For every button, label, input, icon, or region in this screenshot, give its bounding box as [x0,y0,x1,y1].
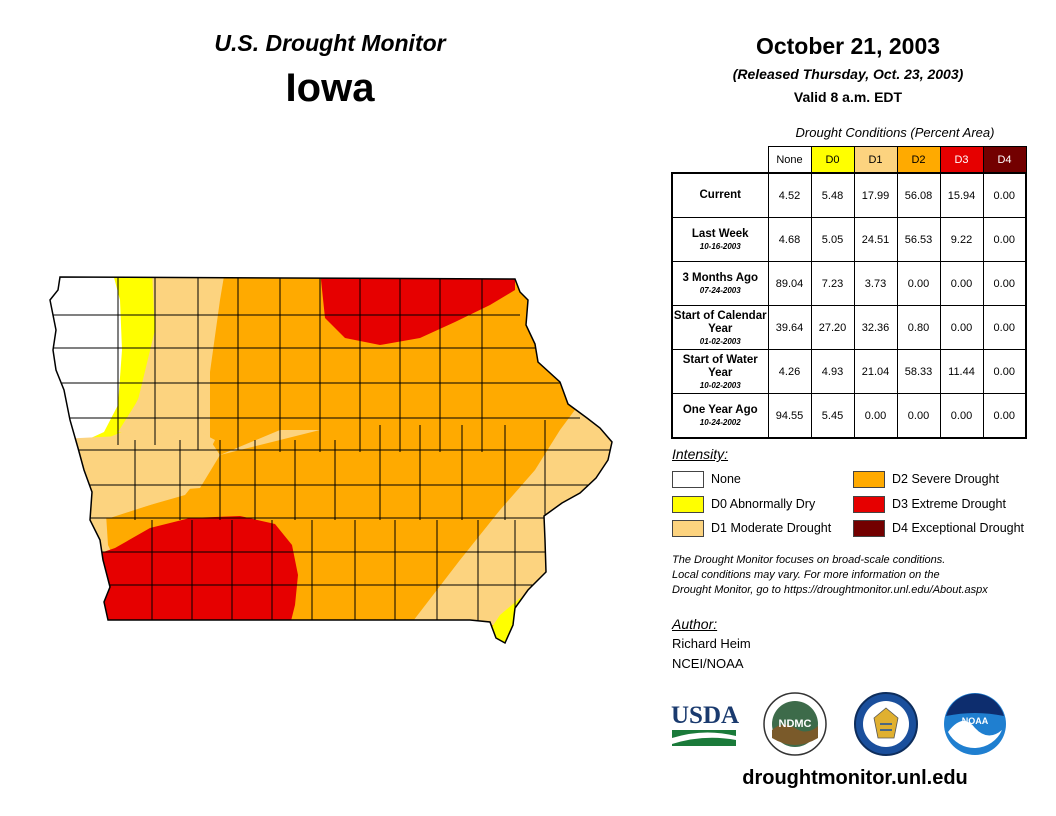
col-d2: D2 [896,146,941,174]
legend-item-d0: D0 Abnormally Dry [672,495,815,514]
cell-value: 5.48 [810,172,855,218]
legend-title: Intensity: [672,446,729,462]
row-label: One Year Ago 10-24-2002 [671,393,769,439]
cell-value: 0.00 [939,261,984,306]
row-label: Start of Calendar Year 01-02-2003 [671,305,769,350]
iowa-drought-map [49,276,613,645]
col-none: None [767,146,812,174]
table-row: 3 Months Ago 07-24-2003 89.04 7.23 3.73 0… [671,261,1027,306]
cell-value: 94.55 [767,393,812,439]
cell-value: 0.00 [939,393,984,439]
valid-time: Valid 8 a.m. EDT [793,89,903,105]
commerce-seal-logo [854,692,918,756]
table-row: Last Week 10-16-2003 4.68 5.05 24.51 56.5… [671,217,1027,262]
cell-value: 56.53 [896,217,941,262]
state-name: Iowa [285,66,375,110]
col-d4: D4 [982,146,1027,174]
note-line: Local conditions may vary. For more info… [672,569,940,581]
cell-value: 0.00 [982,261,1027,306]
row-label: Start of Water Year 10-02-2003 [671,349,769,394]
legend-item-d4: D4 Exceptional Drought [853,519,1024,538]
row-label: 3 Months Ago 07-24-2003 [671,261,769,306]
table-row: Start of Water Year 10-02-2003 4.26 4.93 … [671,349,1027,394]
iowa-state-outline [49,276,613,645]
cell-value: 0.00 [939,305,984,350]
cell-value: 39.64 [767,305,812,350]
cell-value: 0.00 [982,172,1027,218]
table-caption: Drought Conditions (Percent Area) [795,125,995,140]
author-title: Author: [672,616,718,632]
cell-value: 15.94 [939,172,984,218]
cell-value: 7.23 [810,261,855,306]
cell-value: 0.00 [982,393,1027,439]
cell-value: 0.00 [896,261,941,306]
d3-region-south [50,516,298,625]
row-label: Last Week 10-16-2003 [671,217,769,262]
cell-value: 4.52 [767,172,812,218]
cell-value: 4.26 [767,349,812,394]
cell-value: 9.22 [939,217,984,262]
cell-value: 27.20 [810,305,855,350]
col-d3: D3 [939,146,984,174]
svg-text:NDMC: NDMC [779,718,812,730]
cell-value: 0.00 [982,349,1027,394]
author-org: NCEI/NOAA [672,656,744,671]
legend-item-d3: D3 Extreme Drought [853,495,1006,514]
col-d1: D1 [853,146,898,174]
usda-logo: USDA [671,702,739,746]
author-name: Richard Heim [672,636,751,651]
d3-region-north [320,277,515,345]
cell-value: 3.73 [853,261,898,306]
header-blank-cell [672,147,768,174]
col-d0: D0 [810,146,855,174]
cell-value: 21.04 [853,349,898,394]
cell-value: 0.00 [982,217,1027,262]
table-row: Current 4.52 5.48 17.99 56.08 15.94 0.00 [671,172,1027,218]
table-header-row: None D0 D1 D2 D3 D4 [672,146,1027,174]
drought-conditions-table: None D0 D1 D2 D3 D4 Current 4.52 5.48 17… [671,146,1027,439]
map-date: October 21, 2003 [755,33,941,59]
cell-value: 5.05 [810,217,855,262]
table-row: One Year Ago 10-24-2002 94.55 5.45 0.00 0… [671,393,1027,439]
cell-value: 0.00 [853,393,898,439]
legend-item-d2: D2 Severe Drought [853,470,999,489]
legend-item-none: None [672,470,741,489]
cell-value: 4.93 [810,349,855,394]
disclaimer-note: The Drought Monitor focuses on broad-sca… [672,553,1047,598]
cell-value: 58.33 [896,349,941,394]
svg-text:USDA: USDA [671,702,739,729]
website-url: droughtmonitor.unl.edu [742,767,968,789]
cell-value: 24.51 [853,217,898,262]
cell-value: 5.45 [810,393,855,439]
table-row: Start of Calendar Year 01-02-2003 39.64 2… [671,305,1027,350]
agency-logos: USDA NDMC NOAA [671,692,1006,756]
ndmc-logo: NDMC [763,692,827,756]
county-boundaries [50,277,612,625]
row-label: Current [671,172,769,218]
note-line: The Drought Monitor focuses on broad-sca… [672,554,946,566]
cell-value: 0.80 [896,305,941,350]
cell-value: 89.04 [767,261,812,306]
cell-value: 17.99 [853,172,898,218]
noaa-logo: NOAA [944,693,1006,755]
legend-item-d1: D1 Moderate Drought [672,519,831,538]
cell-value: 11.44 [939,349,984,394]
map-title: U.S. Drought Monitor [214,30,446,56]
svg-text:NOAA: NOAA [962,716,989,726]
cell-value: 0.00 [896,393,941,439]
release-date: (Released Thursday, Oct. 23, 2003) [732,66,964,82]
cell-value: 4.68 [767,217,812,262]
cell-value: 0.00 [982,305,1027,350]
note-line: Drought Monitor, go to https://droughtmo… [672,584,988,596]
cell-value: 56.08 [896,172,941,218]
cell-value: 32.36 [853,305,898,350]
